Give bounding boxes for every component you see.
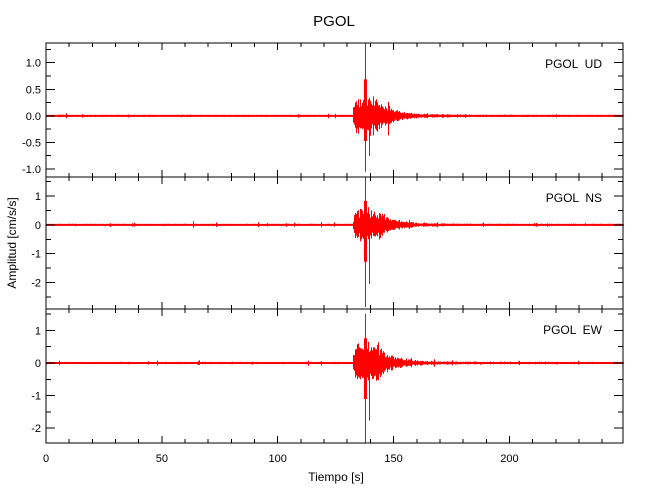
panel-border-ns	[45, 176, 624, 310]
y-tick-label: 1	[35, 325, 41, 337]
y-tick-label: 0	[35, 358, 41, 370]
y-tick-label: -1	[31, 249, 41, 261]
y-tick-label: -1	[31, 391, 41, 403]
y-tick-label: 1	[35, 191, 41, 203]
y-tick-label: -2	[31, 277, 41, 289]
x-tick-label: 0	[43, 453, 49, 465]
y-tick-label: 0.0	[26, 111, 41, 123]
y-tick-label: 1.0	[26, 58, 41, 70]
x-axis-label: Tiempo [s]	[308, 470, 364, 484]
panel-border-ew	[45, 308, 624, 444]
panels-layer: 1.0 0.5 0.0 -0.5 -1.0 1 0 -1 -2 1 0 -1 -2 0 50 100 150 20…	[22, 42, 624, 465]
y-tick-label: 0	[35, 220, 41, 232]
x-tick-label: 200	[500, 453, 518, 465]
panel-label-ns: PGOL NS	[546, 191, 602, 205]
panel-border-ud	[45, 42, 624, 178]
y-tick-label: -2	[31, 423, 41, 435]
y-axis-label: Amplitud [cm/s/s]	[5, 197, 19, 288]
plot-title: PGOL	[313, 13, 355, 30]
panel-label-ud: PGOL UD	[545, 57, 602, 71]
panel-label-ew: PGOL EW	[543, 323, 603, 337]
x-tick-label: 150	[384, 453, 402, 465]
waveform-trace-ud	[46, 43, 624, 172]
x-tick-label: 50	[156, 453, 168, 465]
waveform-trace-ew	[46, 313, 624, 443]
y-tick-label: -1.0	[22, 164, 41, 176]
x-tick-label: 100	[269, 453, 287, 465]
waveform-trace-ns	[46, 177, 624, 307]
y-tick-label: -0.5	[22, 137, 41, 149]
y-tick-label: 0.5	[26, 84, 41, 96]
